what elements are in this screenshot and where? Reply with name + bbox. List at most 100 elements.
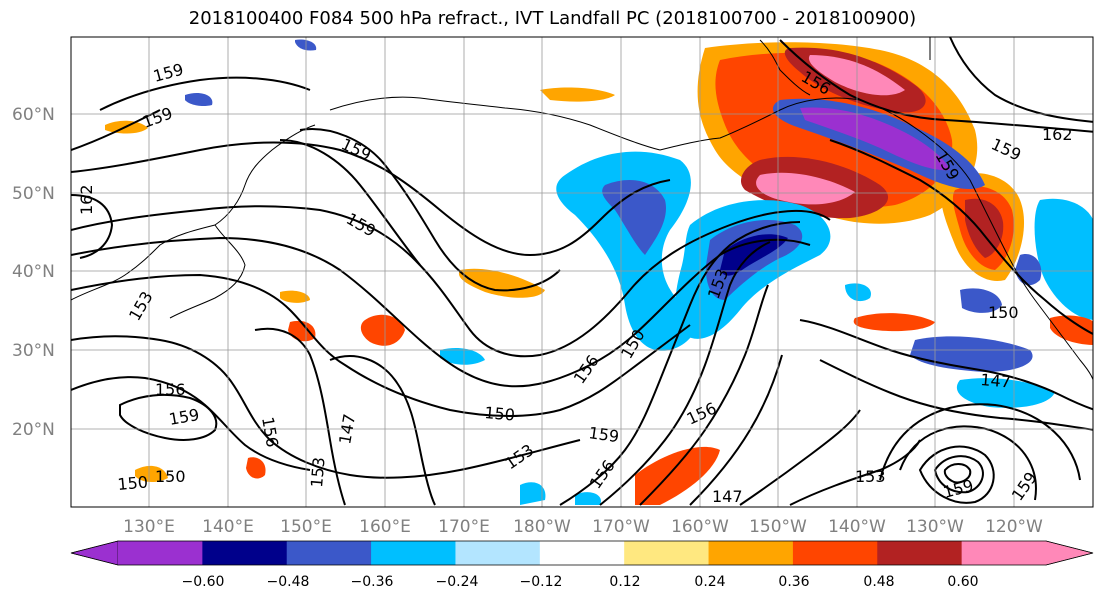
map-title: 2018100400 F084 500 hPa refract., IVT La…	[188, 8, 917, 29]
contour-line	[559, 221, 801, 506]
contour-line	[689, 354, 783, 506]
contour-line	[71, 236, 811, 388]
colorbar-tick-label: 0.48	[863, 574, 894, 590]
contour-line	[119, 393, 218, 441]
lon-label: 150°E	[280, 517, 332, 537]
colorbar-tick-label: −0.12	[520, 574, 563, 590]
shade-region	[853, 313, 935, 332]
shade-region	[520, 482, 546, 505]
contour-line	[71, 273, 691, 417]
colorbar-segment	[371, 541, 456, 565]
contour-line	[943, 463, 972, 484]
coastline	[169, 224, 246, 319]
lon-label: 130°W	[906, 517, 964, 537]
lon-label: 120°W	[985, 517, 1043, 537]
colorbar-extend-min	[70, 540, 119, 566]
contour-label: 150	[988, 303, 1019, 322]
gridlines	[71, 37, 1093, 507]
shade-region	[720, 234, 788, 276]
coastline	[329, 96, 661, 151]
colorbar-tick-label: −0.36	[351, 574, 394, 590]
contour-line	[918, 445, 995, 504]
colorbar-segment	[624, 541, 710, 565]
colorbar-tick-label: −0.60	[182, 574, 225, 590]
lon-label: 150°W	[749, 517, 807, 537]
lat-label: 40°N	[12, 262, 55, 282]
contour-line	[99, 76, 311, 111]
contour-line	[71, 194, 114, 259]
contour-line	[254, 327, 346, 506]
lon-label: 160°W	[671, 517, 729, 537]
shade-region	[135, 465, 168, 483]
shade-region	[756, 172, 855, 205]
colorbar-segment	[961, 541, 1047, 565]
contour-label: 156	[155, 380, 186, 399]
contour-label: 150	[484, 403, 516, 425]
shade-region	[635, 446, 720, 505]
contour-line	[71, 335, 581, 479]
coastline	[759, 39, 811, 96]
lat-label: 50°N	[12, 184, 55, 204]
colorbar-tick-label: −0.24	[436, 574, 479, 590]
shade-region	[185, 93, 213, 107]
shade-region	[960, 288, 1002, 313]
contour-label: 150	[117, 472, 149, 494]
lat-axis: 20°N 30°N 40°N 50°N 60°N	[12, 105, 55, 440]
colorbar-segment	[202, 541, 288, 565]
contour-lines	[71, 37, 1093, 506]
contour-line	[779, 39, 1093, 133]
shade-region	[440, 348, 485, 365]
lon-axis: 130°E 140°E 150°E 160°E 170°E 180°W 170°…	[123, 517, 1043, 537]
lat-label: 60°N	[12, 105, 55, 125]
contour-line	[739, 409, 861, 506]
colorbar-segment	[877, 541, 963, 565]
shade-region	[1034, 198, 1093, 320]
map-frame	[70, 36, 1094, 508]
colorbar-tick-label: 0.60	[947, 574, 978, 590]
contour-line	[639, 284, 769, 506]
colorbar-segment	[118, 541, 203, 565]
lon-label: 130°E	[123, 517, 175, 537]
colorbar-tick-label: 0.24	[694, 574, 725, 590]
colorbar-tick-label: −0.48	[267, 574, 310, 590]
contour-line	[819, 359, 1093, 431]
contour-label: 147	[712, 487, 743, 506]
lon-label: 170°W	[592, 517, 650, 537]
contour-line	[71, 205, 831, 358]
contour-line	[71, 109, 161, 151]
shade-region	[540, 87, 615, 102]
colorbar-segment	[539, 541, 625, 565]
lon-label: 140°W	[828, 517, 886, 537]
lon-label: 140°E	[202, 517, 254, 537]
lon-label: 170°E	[438, 517, 490, 537]
lat-label: 20°N	[12, 420, 55, 440]
shade-region	[965, 198, 1004, 258]
lon-label: 180°W	[513, 517, 571, 537]
coastline	[659, 97, 1093, 382]
contour-label: 147	[980, 370, 1012, 392]
shade-region	[458, 268, 545, 298]
colorbar-tick-labels: −0.60 −0.48 −0.36 −0.24 −0.12 0.12 0.24 …	[182, 574, 979, 590]
contour-line	[879, 403, 1081, 481]
colorbar: −0.60 −0.48 −0.36 −0.24 −0.12 0.12 0.24 …	[70, 540, 1094, 590]
contour-line	[329, 355, 436, 506]
contour-label: 162	[77, 184, 96, 215]
contour-label: 153	[855, 467, 886, 486]
colorbar-segment	[455, 541, 541, 565]
contour-line	[279, 139, 421, 266]
contour-line	[299, 128, 561, 292]
contour-line	[933, 455, 984, 494]
contour-label: 153	[307, 456, 329, 488]
contour-line	[71, 141, 671, 257]
colorbar-outline	[70, 540, 1094, 566]
contour-label: 150	[155, 467, 186, 486]
contour-line	[829, 139, 1093, 336]
colorbar-segment	[792, 541, 878, 565]
shade-region	[246, 457, 266, 479]
shade-region	[602, 180, 666, 255]
colorbar-extend-max	[1045, 540, 1094, 566]
shade-region	[845, 283, 871, 302]
contour-line	[799, 319, 1093, 411]
colorbar-tick-label: 0.36	[778, 574, 809, 590]
